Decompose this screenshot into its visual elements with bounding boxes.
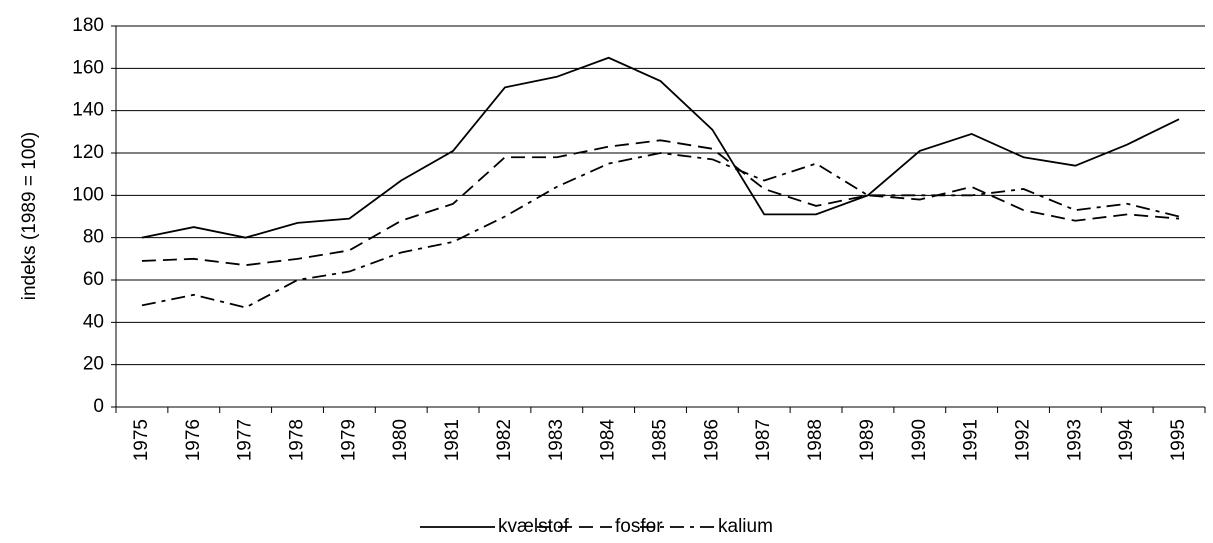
x-tick-label: 1985 <box>650 419 671 461</box>
x-tick-label: 1984 <box>598 419 619 462</box>
x-tick-label: 1989 <box>857 419 878 461</box>
y-tick-label: 140 <box>72 100 104 121</box>
x-tick-label: 1979 <box>338 419 359 461</box>
y-tick-label: 80 <box>83 227 104 248</box>
legend-label: kalium <box>718 516 773 537</box>
x-tick-label: 1991 <box>961 419 982 461</box>
x-tick-label: 1983 <box>546 419 567 461</box>
x-tick-label: 1976 <box>183 419 204 461</box>
y-axis-label: indeks (1989 = 100) <box>19 132 40 300</box>
y-tick-label: 120 <box>72 142 104 163</box>
x-tick-label: 1980 <box>390 419 411 461</box>
x-tick-label: 1982 <box>494 419 515 461</box>
x-tick-label: 1987 <box>753 419 774 461</box>
series-line <box>141 139 1180 267</box>
legend-label: fosfor <box>615 516 663 537</box>
x-tick-label: 1981 <box>442 419 463 461</box>
legend-label: kvælstof <box>498 516 569 537</box>
y-tick-label: 180 <box>72 15 104 36</box>
x-tick-label: 1990 <box>909 419 930 461</box>
x-tick-label: 1992 <box>1013 419 1034 461</box>
x-tick-label: 1975 <box>131 419 152 461</box>
y-tick-label: 20 <box>83 354 104 375</box>
x-tick-label: 1994 <box>1116 419 1137 462</box>
y-tick-label: 100 <box>72 184 104 205</box>
y-tick-label: 0 <box>93 396 104 417</box>
x-tick-label: 1993 <box>1064 419 1085 461</box>
y-tick-label: 60 <box>83 269 104 290</box>
x-tick-label: 1977 <box>235 419 256 461</box>
series-line <box>141 56 1180 239</box>
x-tick-label: 1986 <box>701 419 722 461</box>
x-tick-label: 1995 <box>1168 419 1189 461</box>
x-tick-label: 1978 <box>287 419 308 461</box>
series-line <box>141 152 1180 309</box>
y-tick-label: 40 <box>83 311 104 332</box>
x-tick-label: 1988 <box>805 419 826 461</box>
y-tick-label: 160 <box>72 57 104 78</box>
